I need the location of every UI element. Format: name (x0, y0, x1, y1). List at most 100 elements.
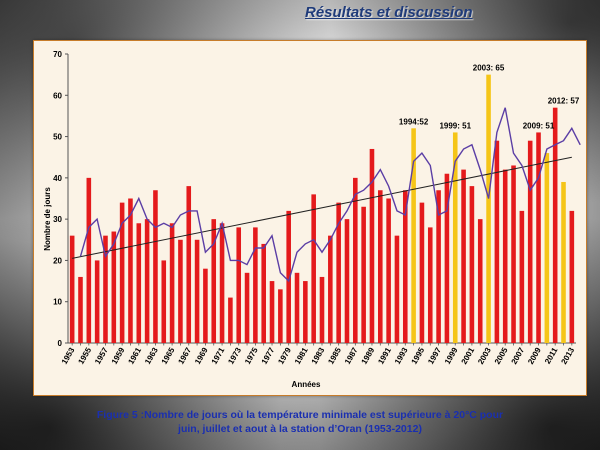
bar (336, 202, 341, 343)
y-axis-label: Nombre de jours (43, 187, 52, 251)
bar (353, 177, 358, 343)
bar (136, 223, 142, 343)
bar (111, 231, 117, 343)
bar-highlight (561, 181, 566, 343)
bar (378, 190, 383, 343)
bar (153, 190, 158, 343)
bar (311, 194, 316, 343)
y-tick-label: 0 (58, 339, 63, 348)
x-tick-label: 1963 (143, 346, 160, 366)
bar-highlight (411, 128, 416, 343)
x-tick-label: 2005 (493, 346, 510, 366)
bar (502, 169, 508, 343)
bar (269, 281, 275, 343)
x-tick-label: 2011 (543, 346, 560, 366)
x-tick-label: 1969 (193, 346, 210, 366)
bar (361, 206, 366, 343)
caption-line-1: Figure 5 :Nombre de jours où la températ… (96, 409, 504, 421)
bar (527, 140, 533, 343)
bar (78, 276, 83, 343)
x-tick-label: 1981 (293, 346, 310, 366)
bar (519, 210, 525, 343)
x-tick-label: 1995 (410, 346, 427, 366)
x-tick-label: 1999 (443, 346, 460, 366)
moving-average-line (79, 107, 581, 283)
y-tick-label: 60 (53, 91, 62, 100)
x-tick-label: 1953 (60, 346, 77, 366)
x-tick-label: 1967 (176, 346, 193, 366)
x-tick-label: 1979 (276, 346, 293, 366)
data-annotation: 2003: 65 (473, 64, 505, 73)
bar (444, 173, 450, 343)
bar (552, 107, 558, 344)
x-tick-label: 1971 (210, 346, 227, 366)
x-axis-label: Années (292, 380, 321, 389)
bar (261, 243, 266, 343)
bar (344, 219, 350, 343)
bar (244, 272, 250, 343)
bar (294, 272, 300, 343)
x-tick-label: 1991 (376, 346, 393, 366)
y-tick-label: 50 (53, 133, 62, 142)
bar (128, 198, 133, 343)
chart-lines (72, 107, 581, 283)
bar (319, 276, 325, 343)
bar (286, 210, 291, 343)
x-tick-label: 1975 (243, 346, 260, 366)
bar (103, 235, 108, 343)
trend-line (72, 156, 572, 259)
bar (494, 140, 500, 343)
slide-header-title: Résultats et discussion (305, 4, 473, 21)
bar (144, 219, 150, 343)
bar (236, 227, 242, 343)
x-tick-label: 2001 (460, 346, 477, 366)
bar (461, 169, 466, 343)
bar (511, 165, 516, 343)
bar (427, 227, 433, 343)
y-tick-label: 10 (53, 298, 62, 307)
bar (419, 202, 425, 343)
x-tick-label: 1997 (426, 346, 443, 366)
x-tick-label: 1985 (326, 346, 343, 366)
bar (369, 148, 375, 343)
bar (536, 132, 541, 343)
chart-bars (69, 74, 575, 344)
bar (569, 210, 575, 343)
bar (253, 227, 258, 343)
x-tick-label: 2007 (510, 346, 527, 366)
x-tick-label: 2003 (476, 346, 493, 366)
x-tick-label: 1957 (93, 346, 110, 366)
bar-highlight (486, 74, 491, 343)
data-annotation: 2009: 51 (523, 121, 555, 130)
bar (178, 239, 183, 343)
x-tick-label: 1993 (393, 346, 410, 366)
data-annotation: 2012: 57 (548, 97, 580, 106)
x-tick-label: 2009 (526, 346, 543, 366)
bar (194, 239, 200, 343)
x-tick-label: 1961 (126, 346, 143, 366)
bar (94, 260, 100, 343)
chart-panel: 0 10 20 30 40 50 60 70 1953 1955 1957 1959 1961 1963 1… (33, 40, 587, 396)
x-tick-label: 1965 (160, 346, 177, 366)
figure-caption: Figure 5 :Nombre de jours où la températ… (0, 408, 600, 436)
bar (328, 235, 333, 343)
y-tick-label: 70 (53, 50, 62, 59)
data-annotation: 1994:52 (399, 117, 429, 126)
x-tick-label: 1987 (343, 346, 360, 366)
bar (219, 223, 225, 343)
bar (278, 289, 283, 343)
bar (169, 223, 175, 343)
bar (303, 281, 308, 343)
bar (69, 235, 75, 343)
bar (161, 260, 167, 343)
x-tick-label: 1955 (76, 346, 93, 366)
bar (186, 186, 192, 343)
y-tick-label: 20 (53, 256, 62, 265)
bar (203, 268, 208, 343)
bar (228, 297, 233, 343)
bar (394, 235, 400, 343)
x-tick-label: 1973 (226, 346, 243, 366)
data-annotation: 1999: 51 (439, 121, 471, 130)
caption-line-2: juin, juillet et aout à la station d’Ora… (178, 423, 422, 435)
